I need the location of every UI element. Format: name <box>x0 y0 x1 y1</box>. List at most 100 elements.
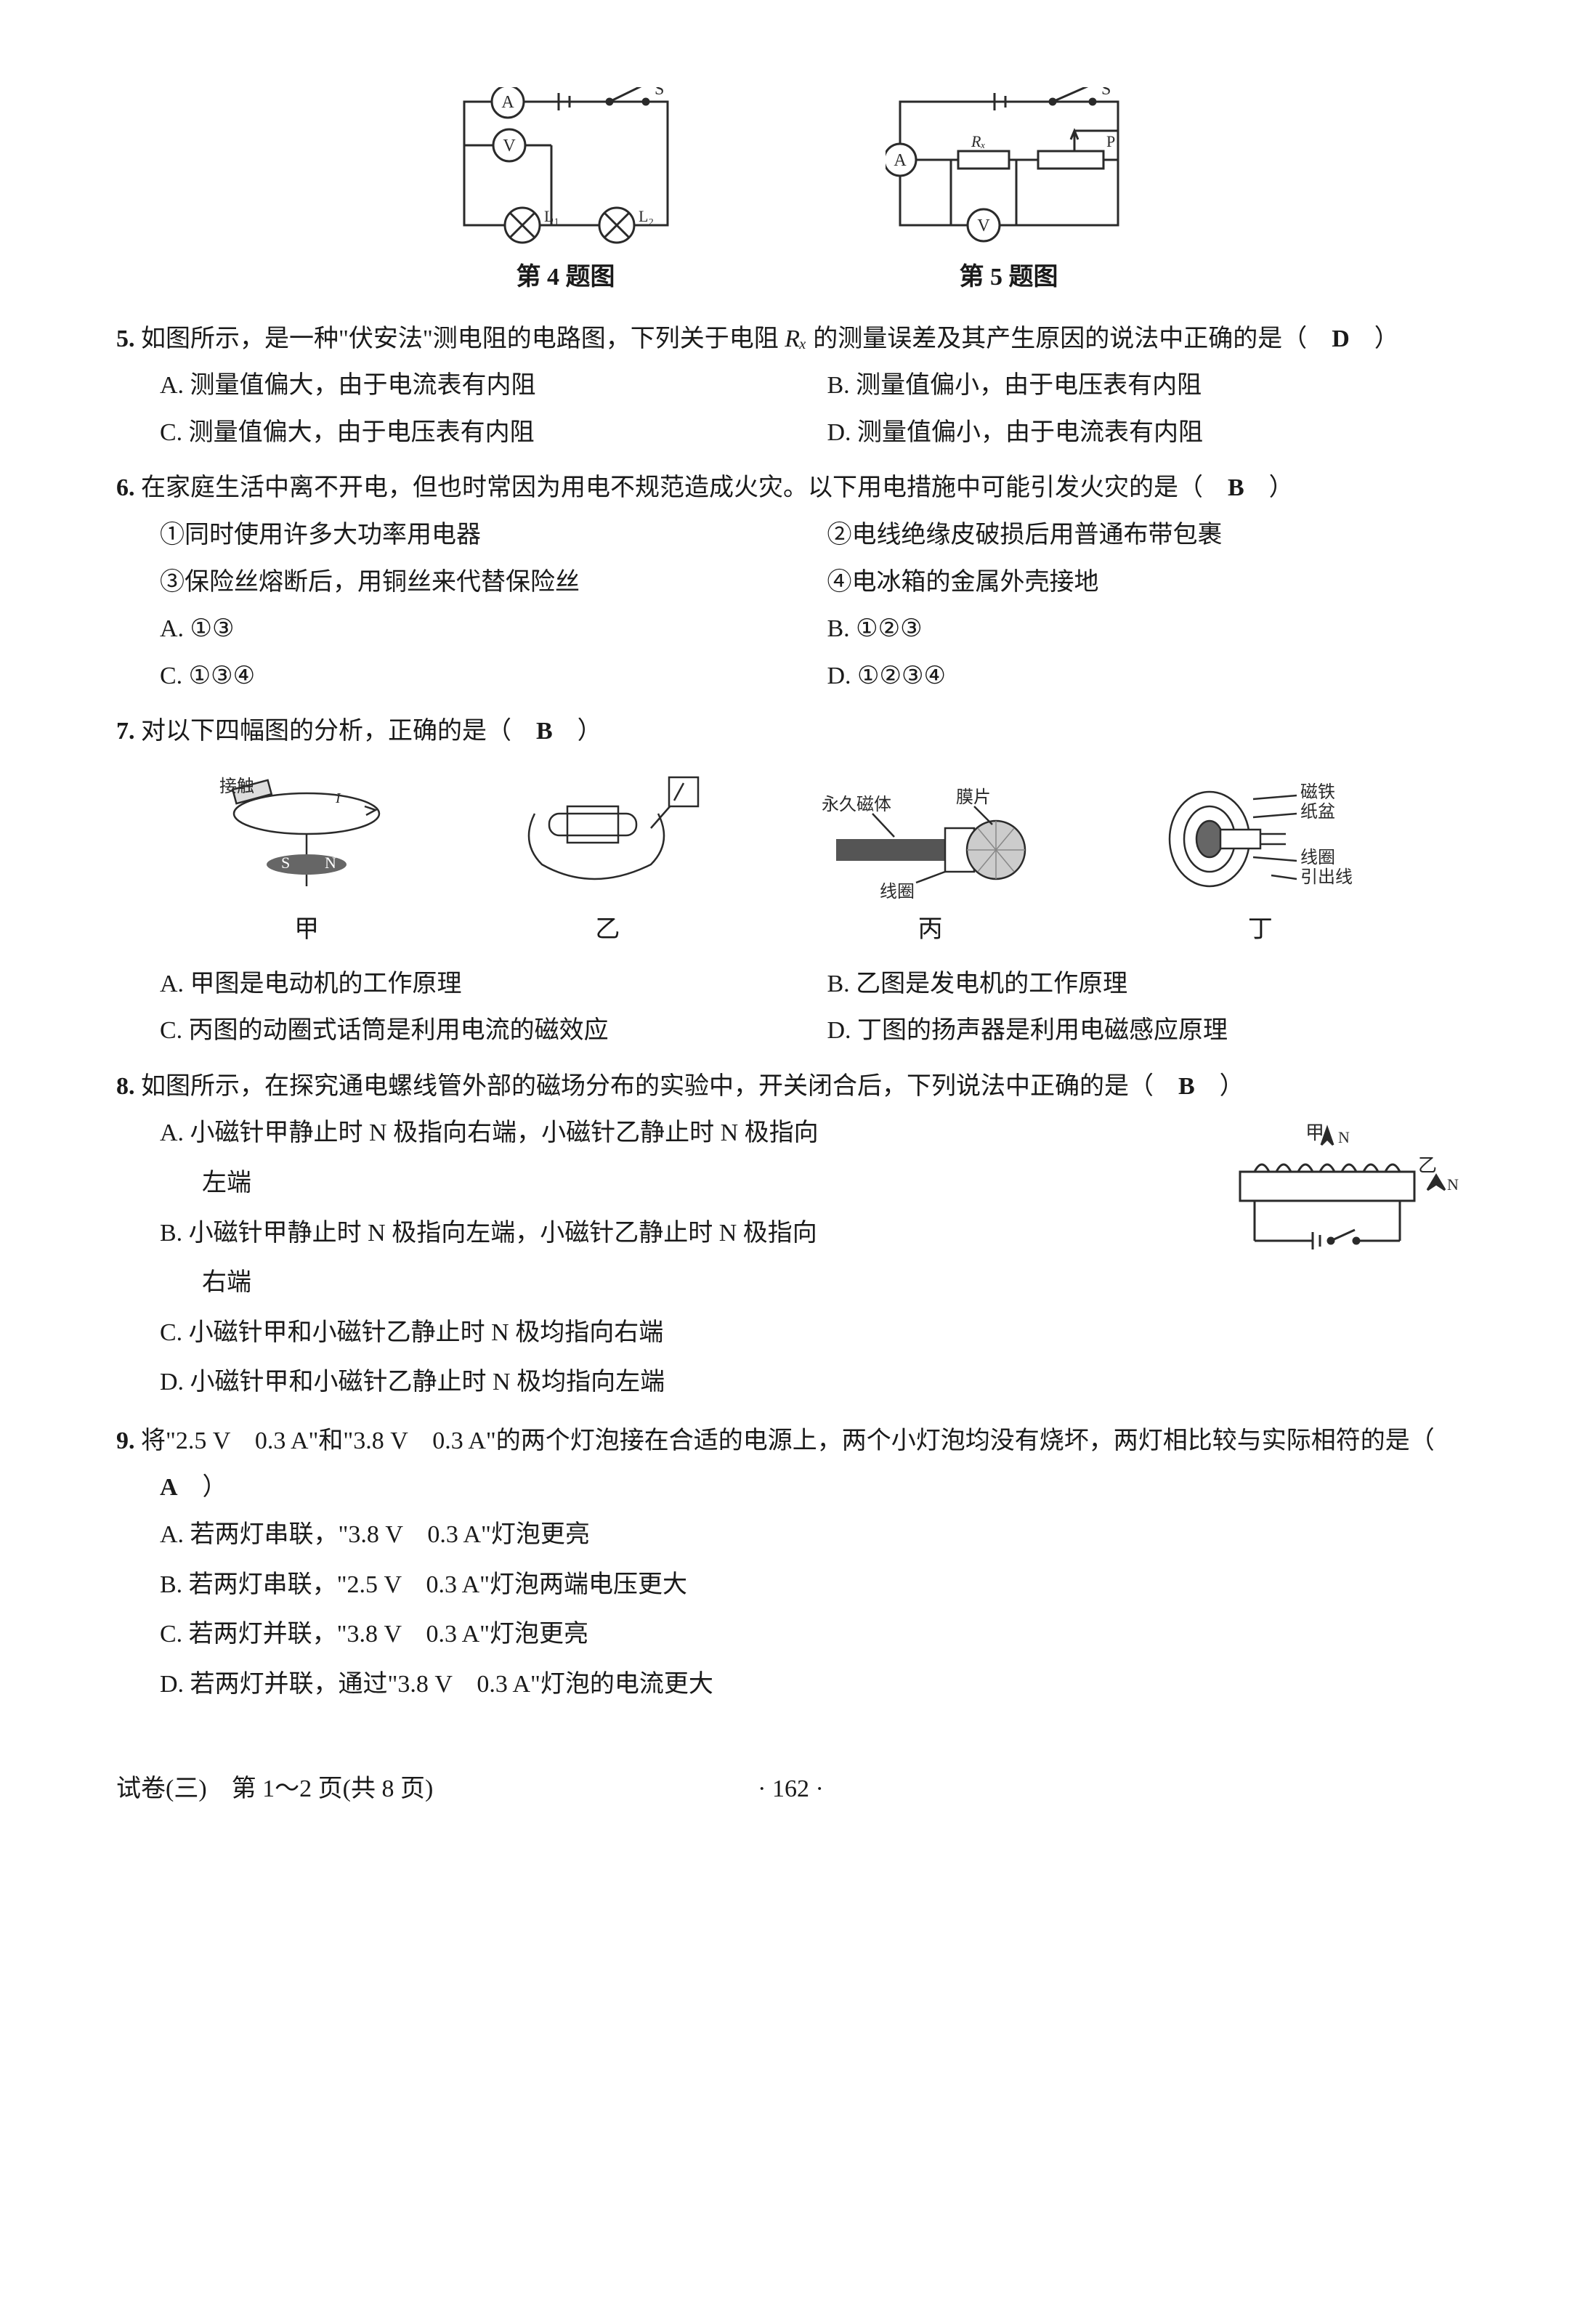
q7-ding-svg: 磁铁 纸盆 线圈 引出线 <box>1151 770 1369 901</box>
q8-stem-a: 如图所示，在探究通电螺线管外部的磁场分布的实验中，开关闭合后，下列说法中正确的是… <box>141 1073 1178 1100</box>
q6-item1: ①同时使用许多大功率用电器 <box>160 512 798 559</box>
q7-jia-S: S <box>281 854 290 872</box>
q5-optD: D. 测量值偏小，由于电流表有内阻 <box>827 410 1466 457</box>
figure-4: A V S L₁ L₂ 第 4 题图 <box>450 87 682 301</box>
q9-optB: B. 若两灯串联，"2.5 V 0.3 A"灯泡两端电压更大 <box>160 1562 1465 1609</box>
q7-options: A. 甲图是电动机的工作原理 B. 乙图是发电机的工作原理 C. 丙图的动圈式话… <box>116 961 1465 1055</box>
q9-optC: C. 若两灯并联，"3.8 V 0.3 A"灯泡更亮 <box>160 1611 1465 1658</box>
q7-optC: C. 丙图的动圈式话筒是利用电流的磁效应 <box>160 1008 798 1055</box>
q8-num: 8. <box>116 1073 135 1100</box>
q7-bing-coil: 线圈 <box>880 882 915 901</box>
footer: 试卷(三) 第 1～2 页(共 8 页) · 162 · <box>116 1766 1465 1813</box>
q6-items: ①同时使用许多大功率用电器 ②电线绝缘皮破损后用普通布带包裹 ③保险丝熔断后，用… <box>116 512 1465 606</box>
q7-stem-b: ） <box>553 718 602 745</box>
q5-stem: 5. 如图所示，是一种"伏安法"测电阻的电路图，下列关于电阻 Rₓ 的测量误差及… <box>116 316 1465 363</box>
q6-optA: A. ①③ <box>160 606 798 653</box>
q9-num: 9. <box>116 1427 135 1454</box>
q8-optC: C. 小磁针甲和小磁针乙静止时 N 极均指向右端 <box>160 1310 1189 1357</box>
question-7: 7. 对以下四幅图的分析，正确的是（ B ） 接触 S N I 甲 <box>116 708 1465 1054</box>
q8-body: A. 小磁针甲静止时 N 极指向右端，小磁针乙静止时 N 极指向 左端 B. 小… <box>116 1110 1465 1409</box>
q7-cap-jia: 甲 <box>294 907 319 954</box>
q7-figures-row: 接触 S N I 甲 乙 <box>116 756 1465 961</box>
fig4-S: S <box>655 87 664 99</box>
question-5: 5. 如图所示，是一种"伏安法"测电阻的电路图，下列关于电阻 Rₓ 的测量误差及… <box>116 316 1465 457</box>
q8-N1: N <box>1338 1128 1350 1146</box>
q7-answer: B <box>536 718 553 745</box>
q8-yi: 乙 <box>1418 1155 1437 1176</box>
q5-stem-a: 如图所示，是一种"伏安法"测电阻的电路图，下列关于电阻 <box>141 325 785 352</box>
q7-bing-magnet: 永久磁体 <box>822 795 891 814</box>
q7-optD: D. 丁图的扬声器是利用电磁感应原理 <box>827 1008 1466 1055</box>
q7-fig-ding: 磁铁 纸盆 线圈 引出线 丁 <box>1151 770 1369 954</box>
q5-num: 5. <box>116 325 135 352</box>
q8-optA1: A. 小磁针甲静止时 N 极指向右端，小磁针乙静止时 N 极指向 <box>160 1110 1189 1157</box>
q7-cap-yi: 乙 <box>595 907 620 954</box>
q6-num: 6. <box>116 474 135 501</box>
q7-bing-diaphragm: 膜片 <box>956 787 991 807</box>
q5-optC: C. 测量值偏大，由于电压表有内阻 <box>160 410 798 457</box>
top-figures-row: A V S L₁ L₂ 第 4 题图 <box>116 87 1465 301</box>
q7-ding-cone: 纸盆 <box>1300 802 1335 822</box>
q7-cap-bing: 丙 <box>918 907 943 954</box>
q7-jia-contact: 接触 <box>219 777 254 796</box>
q9-optD: D. 若两灯并联，通过"3.8 V 0.3 A"灯泡的电流更大 <box>160 1661 1465 1709</box>
footer-left: 试卷(三) 第 1～2 页(共 8 页) <box>116 1775 433 1802</box>
q7-jia-I: I <box>335 790 341 806</box>
question-8: 8. 如图所示，在探究通电螺线管外部的磁场分布的实验中，开关闭合后，下列说法中正… <box>116 1064 1465 1409</box>
q6-stem-a: 在家庭生活中离不开电，但也时常因为用电不规范造成火灾。以下用电措施中可能引发火灾… <box>141 474 1228 501</box>
q7-ding-magnet: 磁铁 <box>1300 782 1335 802</box>
fig4-L2: L₂ <box>639 207 654 225</box>
q7-jia-svg: 接触 S N I <box>212 770 401 901</box>
q7-bing-svg: 永久磁体 膜片 线圈 <box>814 770 1047 901</box>
q7-optB: B. 乙图是发电机的工作原理 <box>827 961 1466 1008</box>
q5-answer: D <box>1332 325 1350 352</box>
q5-stem-c: ） <box>1350 325 1399 352</box>
q7-stem-a: 对以下四幅图的分析，正确的是（ <box>141 718 536 745</box>
q6-optC: C. ①③④ <box>160 653 798 700</box>
fig5-A: A <box>894 151 907 170</box>
question-9: 9. 将"2.5 V 0.3 A"和"3.8 V 0.3 A"的两个灯泡接在合适… <box>116 1418 1465 1709</box>
fig4-L1: L₁ <box>544 207 559 225</box>
q7-jia-N: N <box>325 854 336 872</box>
figure-5: A V S Rₓ P 第 5 题图 <box>886 87 1133 301</box>
q9-options: A. 若两灯串联，"3.8 V 0.3 A"灯泡更亮 B. 若两灯串联，"2.5… <box>116 1512 1465 1708</box>
fig4-caption: 第 4 题图 <box>517 254 615 301</box>
q9-stem: 9. 将"2.5 V 0.3 A"和"3.8 V 0.3 A"的两个灯泡接在合适… <box>116 1418 1465 1512</box>
q7-num: 7. <box>116 718 135 745</box>
q7-stem: 7. 对以下四幅图的分析，正确的是（ B ） <box>116 708 1465 756</box>
fig5-V: V <box>977 216 990 235</box>
q8-jia: 甲 <box>1305 1122 1324 1143</box>
q5-optA: A. 测量值偏大，由于电流表有内阻 <box>160 362 798 410</box>
footer-center: · 162 · <box>758 1766 824 1813</box>
q7-fig-jia: 接触 S N I 甲 <box>212 770 401 954</box>
q9-answer: A <box>160 1474 178 1501</box>
q9-optA: A. 若两灯串联，"3.8 V 0.3 A"灯泡更亮 <box>160 1512 1465 1559</box>
q5-optB: B. 测量值偏小，由于电压表有内阻 <box>827 362 1466 410</box>
q8-optA2: 左端 <box>160 1160 1189 1207</box>
q8-N2: N <box>1447 1175 1459 1194</box>
q8-answer: B <box>1178 1073 1195 1100</box>
q7-ding-coil: 线圈 <box>1300 848 1335 867</box>
q6-optB: B. ①②③ <box>827 606 1466 653</box>
q5-options: A. 测量值偏大，由于电流表有内阻 B. 测量值偏小，由于电压表有内阻 C. 测… <box>116 362 1465 456</box>
circuit-fig4-svg: A V S L₁ L₂ <box>450 87 682 247</box>
fig4-A: A <box>501 93 514 112</box>
q9-stem-b: ） <box>178 1474 227 1501</box>
q6-stem-b: ） <box>1244 474 1294 501</box>
q6-item3: ③保险丝熔断后，用铜丝来代替保险丝 <box>160 559 798 607</box>
q6-options: A. ①③ B. ①②③ C. ①③④ D. ①②③④ <box>116 606 1465 700</box>
fig5-Rx: Rₓ <box>971 132 986 150</box>
q9-stem-a: 将"2.5 V 0.3 A"和"3.8 V 0.3 A"的两个灯泡接在合适的电源… <box>141 1427 1459 1454</box>
fig5-P: P <box>1106 132 1115 150</box>
q8-optB1: B. 小磁针甲静止时 N 极指向左端，小磁针乙静止时 N 极指向 <box>160 1210 1189 1257</box>
fig5-caption: 第 5 题图 <box>960 254 1058 301</box>
q6-item2: ②电线绝缘皮破损后用普通布带包裹 <box>827 512 1466 559</box>
q6-optD: D. ①②③④ <box>827 653 1466 700</box>
q8-figure: 甲 N 乙 N <box>1218 1110 1465 1277</box>
fig5-S: S <box>1101 87 1111 99</box>
circuit-fig5-svg: A V S Rₓ P <box>886 87 1133 247</box>
q8-optB2: 右端 <box>160 1260 1189 1307</box>
q8-stem-b: ） <box>1195 1073 1244 1100</box>
question-6: 6. 在家庭生活中离不开电，但也时常因为用电不规范造成火灾。以下用电措施中可能引… <box>116 465 1465 700</box>
q7-fig-yi: 乙 <box>506 770 709 954</box>
